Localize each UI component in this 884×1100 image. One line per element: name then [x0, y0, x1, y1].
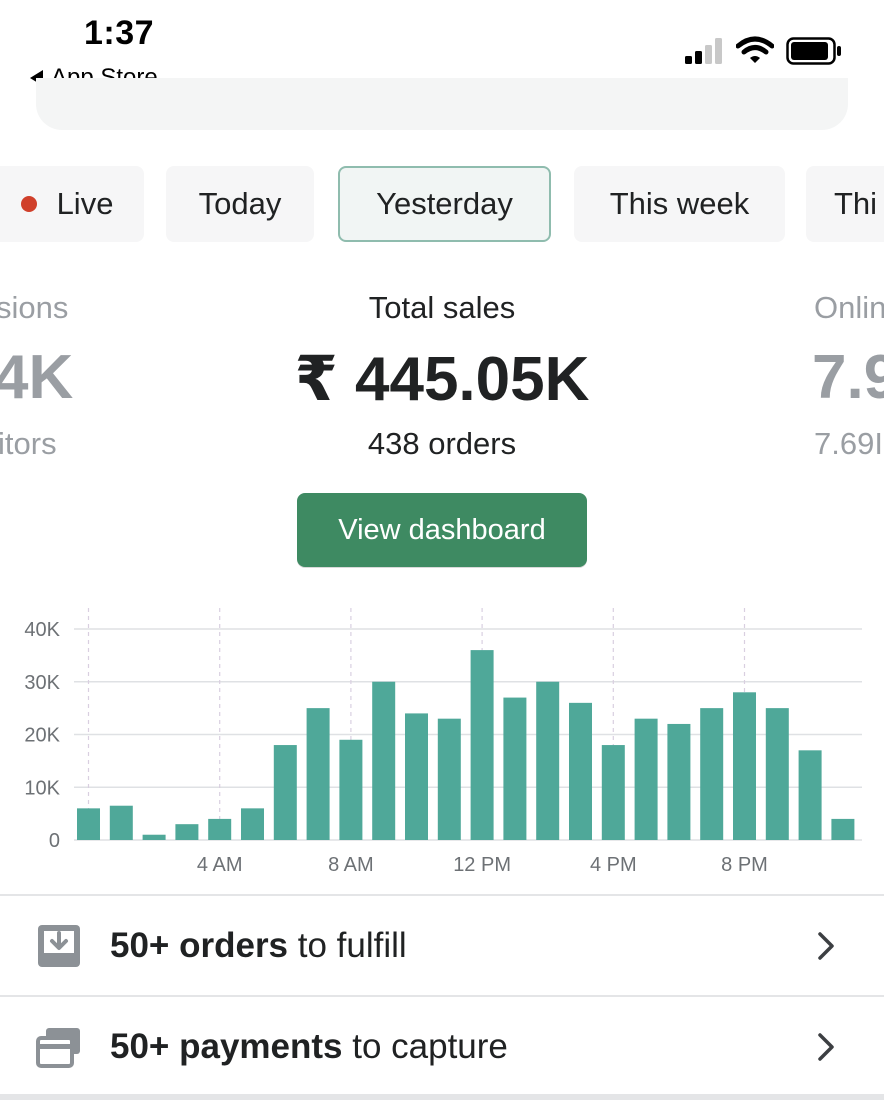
orders-rest-text: to fulfill: [288, 926, 407, 965]
bar-hour-11: [437, 718, 461, 840]
orders-count-bold: 50+ orders: [110, 926, 289, 965]
bar-hour-15: [569, 702, 592, 840]
bar-hour-14: [536, 681, 560, 840]
total-sales-label: Total sales: [368, 290, 516, 325]
tab-label: Today: [198, 186, 282, 221]
bar-hour-17: [634, 718, 658, 840]
sessions-value: 4K: [0, 343, 74, 412]
bar-hour-4: [208, 818, 232, 840]
bar-hour-12: [470, 650, 494, 840]
bar-hour-20: [733, 692, 756, 840]
credit-card-icon: [36, 1028, 80, 1068]
bar-hour-16: [601, 745, 625, 840]
bar-hour-23: [831, 818, 855, 840]
payments-to-capture-row[interactable]: 50+ payments to capture: [0, 998, 884, 1096]
online-store-sub: 7.69I: [814, 426, 883, 461]
total-sales-value: ₹ 445.05K: [294, 345, 590, 414]
tab-label: Live: [56, 186, 114, 221]
tab-this-week[interactable]: This week: [574, 166, 785, 242]
bar-hour-5: [241, 808, 264, 840]
bar-hour-10: [405, 713, 428, 840]
chevron-right-icon: [818, 1033, 834, 1061]
y-tick-label: 20K: [24, 725, 60, 747]
bar-hour-9: [372, 681, 396, 840]
payments-rest-text: to capture: [342, 1027, 508, 1066]
chevron-right-icon: [818, 932, 834, 960]
x-tick-label: 8 PM: [721, 854, 768, 876]
tab-this-month[interactable]: Thi: [806, 166, 884, 242]
bar-hour-3: [175, 824, 199, 840]
bar-hour-7: [306, 708, 330, 840]
x-tick-label: 8 AM: [328, 854, 374, 876]
payments-to-capture-text: 50+ payments to capture: [110, 1027, 508, 1067]
download-tray-icon: [38, 925, 80, 967]
x-tick-label: 4 AM: [197, 854, 243, 876]
bar-hour-6: [273, 745, 297, 840]
tab-yesterday[interactable]: Yesterday: [338, 166, 551, 242]
x-tick-label: 12 PM: [453, 854, 511, 876]
y-tick-label: 0: [49, 830, 60, 852]
bar-hour-1: [109, 805, 133, 840]
bar-hour-18: [667, 723, 691, 840]
cellular-signal-icon: [685, 38, 722, 64]
x-tick-label: 4 PM: [590, 854, 637, 876]
divider: [0, 995, 884, 997]
wifi-icon: [736, 36, 774, 63]
sessions-label: sions: [0, 290, 69, 325]
tab-live[interactable]: Live: [0, 166, 144, 242]
payments-count-bold: 50+ payments: [110, 1027, 343, 1066]
tab-label: Thi: [834, 186, 878, 221]
bar-hour-13: [503, 697, 527, 840]
battery-icon: [786, 37, 841, 65]
sessions-sub: itors: [0, 426, 57, 461]
orders-count: 438 orders: [367, 426, 517, 461]
bar-hour-19: [700, 708, 724, 840]
y-tick-label: 30K: [24, 672, 60, 694]
bar-hour-0: [77, 808, 100, 840]
tab-label: This week: [609, 186, 750, 221]
live-indicator-icon: [20, 196, 37, 212]
bar-hour-22: [798, 750, 822, 840]
tab-label: Yesterday: [376, 186, 513, 221]
status-time: 1:37: [84, 14, 155, 52]
y-tick-label: 10K: [24, 777, 60, 799]
online-store-label: Onlin: [814, 290, 884, 325]
tab-today[interactable]: Today: [166, 166, 314, 242]
view-dashboard-button[interactable]: View dashboard: [297, 493, 587, 567]
y-tick-label: 40K: [24, 619, 60, 641]
online-store-value: 7.9: [812, 343, 884, 412]
bar-hour-21: [765, 708, 789, 840]
bar-hour-2: [142, 834, 166, 840]
bottom-divider: [0, 1094, 884, 1100]
hourly-sales-chart: 0 10K 20K 30K 40K 4 AM 8 AM 12 PM 4 PM 8 PM: [24, 608, 862, 876]
bar-hour-8: [339, 739, 363, 840]
orders-to-fulfill-text: 50+ orders to fulfill: [110, 926, 407, 966]
divider: [0, 894, 884, 896]
search-bar[interactable]: [36, 78, 848, 130]
orders-to-fulfill-row[interactable]: 50+ orders to fulfill: [0, 897, 884, 995]
